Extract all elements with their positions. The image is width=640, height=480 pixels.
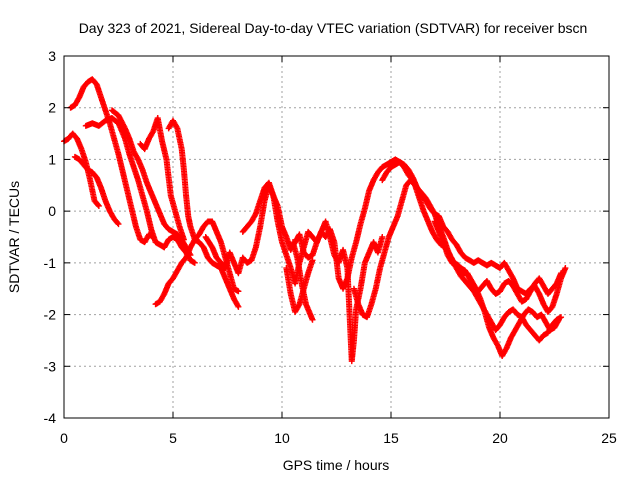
series-track-8 (152, 218, 242, 308)
data-points (61, 76, 569, 365)
y-tick-label: 0 (48, 203, 56, 219)
data-point (234, 302, 241, 309)
y-axis-label: SDTVAR / TECUs (6, 181, 22, 293)
x-tick-label: 0 (60, 430, 68, 446)
x-tick-label: 10 (274, 430, 290, 446)
data-point (115, 221, 122, 228)
y-tick-labels: -4 -3 -2 -1 0 1 2 3 (44, 48, 57, 426)
data-point (309, 257, 316, 264)
data-point (235, 288, 242, 295)
data-point (252, 212, 259, 219)
data-point (295, 302, 302, 309)
data-point (562, 265, 569, 272)
data-point (558, 270, 565, 277)
series-track-12 (289, 239, 316, 323)
series-track-6 (137, 115, 187, 243)
data-point (180, 236, 187, 243)
chart-title: Day 323 of 2021, Sidereal Day-to-day VTE… (79, 20, 588, 36)
series-track-15 (431, 218, 565, 305)
data-point (379, 234, 386, 240)
x-tick-label: 15 (383, 430, 399, 446)
y-tick-label: 1 (48, 151, 56, 167)
data-point (191, 259, 198, 266)
series-track-7 (165, 117, 242, 310)
y-tick-label: -4 (44, 410, 57, 426)
data-point (430, 209, 437, 216)
y-tick-label: -2 (44, 307, 57, 323)
data-point (95, 202, 102, 209)
plot-frame (63, 55, 610, 419)
grid-lines (64, 56, 609, 418)
series-track-1 (61, 130, 102, 209)
y-tick-label: 2 (48, 100, 56, 116)
x-tick-label: 20 (492, 430, 508, 446)
x-tick-labels: 0 5 10 15 20 25 (60, 430, 617, 446)
axis-ticks (63, 55, 610, 419)
data-point (558, 314, 565, 321)
x-tick-label: 25 (601, 430, 617, 446)
y-tick-label: -1 (44, 255, 57, 271)
series-track-3 (71, 153, 122, 228)
data-point (173, 124, 180, 131)
x-axis-label: GPS time / hours (283, 457, 390, 473)
y-tick-label: -3 (44, 358, 57, 374)
y-tick-label: 3 (48, 48, 56, 64)
data-point (235, 303, 242, 310)
data-point (149, 129, 156, 136)
data-point (309, 316, 316, 323)
series-track-14 (379, 159, 565, 344)
data-point (95, 201, 102, 208)
data-point (114, 220, 121, 227)
x-tick-label: 5 (169, 430, 177, 446)
